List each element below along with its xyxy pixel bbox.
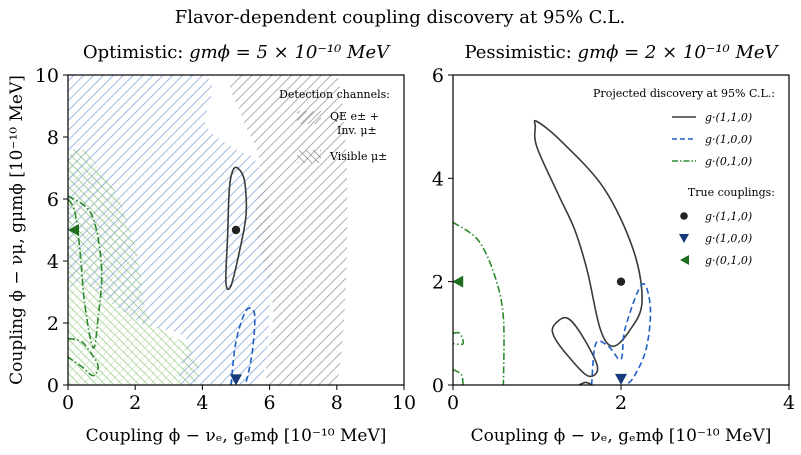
left-legend: Detection channels: QE e± + Inv. μ± Visi… [279,88,390,163]
legend-qe-label-line1: QE e± + [330,110,379,123]
legend-proj-label-100: g·(1,0,0) [705,133,752,146]
true-coupling-marker-circle [616,277,626,286]
right-panel-title: Pessimistic: gmϕ = 2 × 10⁻¹⁰ MeV [464,42,779,63]
right-panel: Pessimistic: gmϕ = 2 × 10⁻¹⁰ MeV 0 2 4 0 2 4… [432,42,795,446]
legend-hatch-backslash-swatch [297,150,321,163]
legend-true-label-010: g·(0,1,0) [705,254,752,267]
right-title-math: gmϕ = 2 × 10⁻¹⁰ MeV [578,42,780,63]
contour-dashdot-5 [453,331,465,346]
true-coupling-marker-triangle-left [68,224,80,236]
y-tick-label: 2 [47,313,59,335]
legend-proj-label-010: g·(0,1,0) [705,155,752,168]
left-y-ticks: 0 2 4 6 8 10 [35,65,68,397]
left-contours [68,166,256,385]
contour-dashed-1 [230,307,256,385]
x-tick-label: 2 [129,392,141,414]
true-legend-title: True couplings: [688,186,775,199]
left-axes-frame [67,74,405,386]
right-x-axis-label: Coupling ϕ − νₑ, gₑmϕ [10⁻¹⁰ MeV] [471,426,772,446]
left-y-axis-label: Coupling ϕ − νμ, gμmϕ [10⁻¹⁰ MeV] [7,75,27,385]
contour-solid-0 [225,166,248,291]
true-coupling-marker-triangle-down [615,373,627,385]
right-legend-projected: Projected discovery at 95% C.L.: g·(1,1,… [593,87,775,168]
right-true-coupling-markers [452,275,627,385]
legend-visible-label: Visible μ± [329,150,387,163]
projected-legend-title: Projected discovery at 95% C.L.: [593,87,775,100]
y-tick-label: 0 [432,375,444,397]
legend-true-label-110: g·(1,1,0) [705,210,752,223]
x-tick-label: 8 [331,392,343,414]
left-title-prefix: Optimistic: [83,42,189,63]
true-coupling-marker-triangle-left [452,275,464,288]
y-tick-label: 8 [47,127,59,149]
legend-qe-label-line2: Inv. μ± [337,124,377,137]
legend-marker-triangle-left [680,255,689,265]
figure-suptitle: Flavor-dependent coupling discovery at 9… [175,7,625,28]
y-tick-label: 4 [432,168,444,190]
legend-proj-label-110: g·(1,1,0) [705,111,752,124]
right-contours [453,119,652,385]
legend-true-label-100: g·(1,0,0) [705,232,752,245]
y-tick-label: 0 [47,375,59,397]
right-x-ticks: 0 2 4 [447,385,795,414]
true-coupling-marker-circle [231,225,241,235]
y-tick-label: 4 [47,251,59,273]
x-tick-label: 6 [264,392,276,414]
y-tick-label: 6 [432,65,444,87]
y-tick-label: 10 [35,65,59,87]
x-tick-label: 10 [392,392,416,414]
legend-marker-circle [680,212,688,220]
contour-solid-1 [551,316,599,378]
x-tick-label: 0 [62,392,74,414]
contour-dashdot-4 [453,221,505,385]
x-tick-label: 4 [196,392,208,414]
true-coupling-marker-triangle-down [230,374,242,386]
contour-dashdot-2 [68,195,103,349]
contour-dashed-3 [590,283,652,385]
x-tick-label: 2 [615,392,627,414]
green-hatched-band-cross [68,148,200,385]
contour-dashdot-3 [68,337,100,377]
left-true-coupling-markers [68,224,242,386]
left-panel: Optimistic: gmϕ = 5 × 10⁻¹⁰ MeV 0 2 4 6 8 10 … [7,42,416,446]
left-legend-title: Detection channels: [279,88,390,101]
right-legend-true: True couplings: g·(1,1,0) g·(1,0,0) g·(0… [679,186,775,267]
left-panel-title: Optimistic: gmϕ = 5 × 10⁻¹⁰ MeV [83,42,391,63]
y-tick-label: 2 [432,272,444,294]
left-x-axis-label: Coupling ϕ − νₑ, gₑmϕ [10⁻¹⁰ MeV] [86,426,387,446]
left-x-ticks: 0 2 4 6 8 10 [62,385,416,414]
right-y-ticks: 0 2 4 6 [432,65,453,397]
y-tick-label: 6 [47,189,59,211]
legend-marker-triangle-down [679,234,689,243]
right-title-prefix: Pessimistic: [464,42,577,63]
left-hatched-regions [68,75,348,385]
left-title-math: gmϕ = 5 × 10⁻¹⁰ MeV [189,42,391,63]
x-tick-label: 0 [447,392,459,414]
legend-hatch-slash-swatch [297,111,321,124]
x-tick-label: 4 [783,392,795,414]
contour-solid-0 [533,119,643,348]
contour-dashdot-6 [453,368,464,385]
